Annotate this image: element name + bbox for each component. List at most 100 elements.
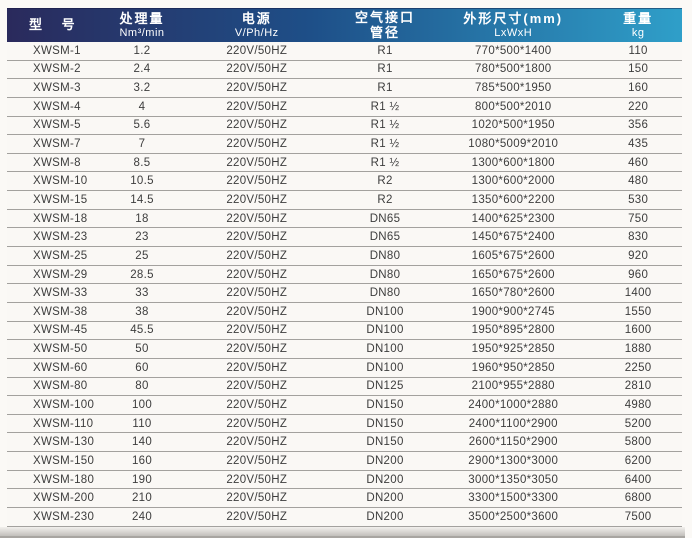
cell-model: XWSM-8 <box>33 156 81 169</box>
table-row: XWSM-150 160 220V/50HZ DN200 2900*1300*3000 6… <box>7 452 682 471</box>
cell-dims: 1300*600*2000 <box>471 175 555 188</box>
cell-weight: 830 <box>628 231 649 244</box>
cell-pipe: DN200 <box>366 473 404 486</box>
cell-capacity: 190 <box>131 473 153 486</box>
cell-weight: 160 <box>628 82 649 95</box>
cell-weight: 750 <box>628 212 649 225</box>
cell-model: XWSM-80 <box>33 380 88 393</box>
table-body: XWSM-1 1.2 220V/50HZ R1 770*500*1400 110 XWSM-… <box>7 42 682 527</box>
cell-power: 220V/50HZ <box>226 492 288 505</box>
cell-capacity: 100 <box>131 398 153 411</box>
cell-capacity: 5.6 <box>133 119 151 132</box>
cell-power: 220V/50HZ <box>226 436 288 449</box>
table-row: XWSM-18 18 220V/50HZ DN65 1400*625*2300 750 <box>7 210 682 229</box>
cell-pipe: R1 <box>377 63 393 76</box>
cell-capacity: 80 <box>135 380 149 393</box>
cell-weight: 435 <box>628 138 649 151</box>
cell-power: 220V/50HZ <box>226 44 288 57</box>
cell-pipe: DN200 <box>366 492 404 505</box>
cell-weight: 6200 <box>624 454 652 467</box>
cell-model: XWSM-25 <box>33 249 88 262</box>
cell-power: 220V/50HZ <box>226 287 288 300</box>
table-row: XWSM-3 3.2 220V/50HZ R1 785*500*1950 160 <box>7 79 682 98</box>
cell-model: XWSM-200 <box>33 492 95 505</box>
cell-dims: 800*500*2010 <box>474 100 552 113</box>
cell-dims: 785*500*1950 <box>474 82 552 95</box>
table-row: XWSM-45 45.5 220V/50HZ DN100 1950*895*2800 16… <box>7 322 682 341</box>
cell-pipe: DN80 <box>369 268 401 281</box>
table-row: XWSM-33 33 220V/50HZ DN80 1650*780*2600 1400 <box>7 284 682 303</box>
cell-model: XWSM-5 <box>33 119 81 132</box>
table-row: XWSM-15 14.5 220V/50HZ R2 1350*600*2200 530 <box>7 191 682 210</box>
table-row: XWSM-4 4 220V/50HZ R1 ½ 800*500*2010 220 <box>7 98 682 117</box>
cell-pipe: R2 <box>377 193 393 206</box>
cell-pipe: DN125 <box>366 380 404 393</box>
table-row: XWSM-60 60 220V/50HZ DN100 1960*950*2850 2250 <box>7 359 682 378</box>
cell-dims: 1605*675*2600 <box>471 249 555 262</box>
cell-capacity: 140 <box>131 436 153 449</box>
header-model: 型 号 <box>7 9 108 42</box>
cell-model: XWSM-4 <box>33 100 81 113</box>
table-row: XWSM-10 10.5 220V/50HZ R2 1300*600*2000 480 <box>7 172 682 192</box>
header-weight-unit: kg <box>631 26 645 39</box>
cell-dims: 3500*2500*3600 <box>468 510 559 523</box>
cell-power: 220V/50HZ <box>226 417 288 430</box>
cell-pipe: R1 ½ <box>370 119 400 132</box>
cell-model: XWSM-38 <box>33 305 88 318</box>
cell-dims: 1960*950*2850 <box>471 361 555 374</box>
cell-weight: 1600 <box>624 324 652 337</box>
cell-dims: 1950*925*2850 <box>471 343 555 356</box>
cell-dims: 2400*1100*2900 <box>468 417 558 430</box>
cell-dims: 1400*625*2300 <box>471 212 555 225</box>
cell-dims: 1950*895*2800 <box>471 324 555 337</box>
cell-capacity: 8.5 <box>133 156 151 169</box>
table-row: XWSM-200 210 220V/50HZ DN200 3300*1500*3300 6… <box>7 489 682 509</box>
cell-model: XWSM-3 <box>33 82 81 95</box>
table-row: XWSM-25 25 220V/50HZ DN80 1605*675*2600 920 <box>7 247 682 266</box>
cell-pipe: DN80 <box>369 249 401 262</box>
cell-model: XWSM-15 <box>33 193 88 206</box>
cell-dims: 1450*675*2400 <box>471 231 555 244</box>
header-capacity-label: 处理量 <box>119 10 165 26</box>
table-row: XWSM-80 80 220V/50HZ DN125 2100*955*2880 2810 <box>7 378 682 397</box>
cell-weight: 460 <box>628 156 649 169</box>
cell-dims: 1650*780*2600 <box>471 287 555 300</box>
cell-dims: 1650*675*2600 <box>471 268 555 281</box>
cell-power: 220V/50HZ <box>226 63 288 76</box>
cell-weight: 5200 <box>624 417 652 430</box>
cell-power: 220V/50HZ <box>226 100 288 113</box>
header-pipe-label2: 管径 <box>369 24 400 40</box>
cell-dims: 1300*600*1800 <box>471 156 555 169</box>
header-weight-label: 重量 <box>623 10 654 26</box>
cell-weight: 6800 <box>624 492 652 505</box>
cell-capacity: 38 <box>135 305 149 318</box>
header-weight: 重量 kg <box>594 9 682 42</box>
cell-model: XWSM-18 <box>33 212 88 225</box>
cell-pipe: DN200 <box>366 510 404 523</box>
cell-power: 220V/50HZ <box>226 343 288 356</box>
cell-capacity: 33 <box>135 287 149 300</box>
cell-pipe: DN80 <box>369 287 401 300</box>
cell-dims: 3300*1500*3300 <box>468 492 559 505</box>
cell-dims: 2600*1150*2900 <box>468 436 558 449</box>
cell-pipe: DN65 <box>369 231 401 244</box>
header-power-unit: V/Ph/Hz <box>234 26 279 39</box>
cell-model: XWSM-50 <box>33 343 88 356</box>
cell-capacity: 3.2 <box>133 82 151 95</box>
table-row: XWSM-110 110 220V/50HZ DN150 2400*1100*2900 5… <box>7 415 682 434</box>
cell-capacity: 45.5 <box>130 324 154 337</box>
cell-capacity: 10.5 <box>130 175 154 188</box>
cell-weight: 5800 <box>624 436 652 449</box>
cell-weight: 960 <box>628 268 649 281</box>
cell-weight: 1880 <box>624 343 652 356</box>
cell-dims: 770*500*1400 <box>474 44 552 57</box>
cell-pipe: R1 ½ <box>370 100 400 113</box>
table-row: XWSM-1 1.2 220V/50HZ R1 770*500*1400 110 <box>7 42 682 61</box>
table-row: XWSM-29 28.5 220V/50HZ DN80 1650*675*2600 960 <box>7 266 682 285</box>
cell-power: 220V/50HZ <box>226 454 288 467</box>
cell-power: 220V/50HZ <box>226 82 288 95</box>
cell-capacity: 160 <box>131 454 153 467</box>
table-row: XWSM-5 5.6 220V/50HZ R1 ½ 1020*500*1950 356 <box>7 117 682 136</box>
cell-weight: 110 <box>628 44 648 57</box>
table-row: XWSM-100 100 220V/50HZ DN150 2400*1000*2880 4… <box>7 396 682 415</box>
